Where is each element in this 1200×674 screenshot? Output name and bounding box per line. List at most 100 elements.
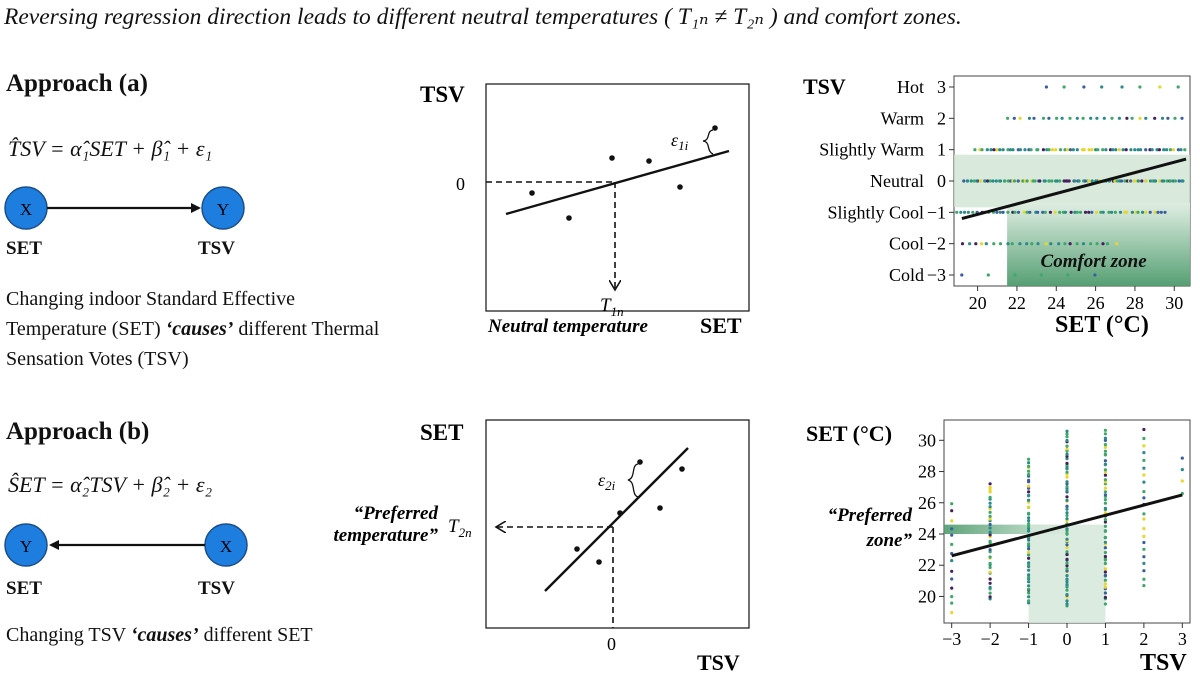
chart2-point bbox=[950, 502, 954, 506]
chart2-point bbox=[1103, 486, 1107, 490]
chart1-point bbox=[1066, 273, 1070, 277]
chart2-point bbox=[1142, 466, 1146, 470]
chart2-point bbox=[1027, 587, 1031, 591]
chart2-point bbox=[1103, 468, 1107, 472]
chart1-point bbox=[1075, 116, 1079, 120]
chart2-point bbox=[1103, 546, 1107, 550]
chart2-point bbox=[950, 519, 954, 523]
chart2-point bbox=[950, 569, 954, 573]
chart2-point bbox=[1065, 577, 1069, 581]
chart1-point bbox=[1115, 242, 1119, 246]
chart1-point bbox=[960, 242, 965, 246]
chart1-regression-line bbox=[961, 157, 1187, 221]
chart2-point bbox=[1142, 534, 1146, 539]
chart2-point bbox=[950, 611, 954, 615]
chart1-point bbox=[985, 148, 989, 152]
chart1-point bbox=[1044, 242, 1048, 246]
chart2-point bbox=[1065, 504, 1069, 508]
chart2-point bbox=[1027, 584, 1031, 588]
chart1-point bbox=[1158, 179, 1162, 183]
chart1-point bbox=[1047, 148, 1051, 152]
chart1-point bbox=[1063, 210, 1067, 214]
chart1-point bbox=[1118, 210, 1123, 214]
chart1-point bbox=[1096, 148, 1100, 152]
chart1-point bbox=[1025, 210, 1029, 214]
chart2-point bbox=[1065, 564, 1069, 568]
chart1-point bbox=[1036, 242, 1040, 246]
chart2-point bbox=[1027, 547, 1031, 551]
chart1-point bbox=[1110, 116, 1114, 120]
chart2-point bbox=[1065, 435, 1069, 439]
chart1-point bbox=[1001, 210, 1005, 214]
schematic-a-point bbox=[609, 155, 615, 161]
chart1-ylabel: TSV bbox=[803, 74, 846, 99]
chart1-y-ticks: 3 Hot 2 Warm 1 Slightly Warm 0 Neutral−1Slightl… bbox=[819, 77, 954, 285]
chart1-point bbox=[1036, 210, 1040, 214]
chart1-point bbox=[1087, 179, 1091, 183]
chart1-x-tick-label: 20 bbox=[969, 293, 987, 313]
chart2-point bbox=[1065, 507, 1069, 511]
chart1-point bbox=[1117, 116, 1121, 120]
schematic-a-error-label: ε1i bbox=[671, 130, 689, 153]
chart2-point bbox=[1103, 498, 1107, 502]
chart1-point bbox=[1105, 242, 1110, 246]
chart1-point bbox=[1168, 179, 1172, 183]
chart1-point bbox=[1039, 273, 1043, 277]
chart1-point bbox=[962, 210, 967, 214]
chart1-y-tick-label: Cool bbox=[889, 234, 924, 254]
chart2-x-tick-label: −1 bbox=[1019, 629, 1038, 649]
chart2-xlabel: TSV bbox=[1140, 650, 1187, 674]
chart1-point bbox=[1090, 148, 1094, 152]
chart1-point bbox=[1013, 210, 1017, 214]
schematic-a-regression-line bbox=[505, 149, 730, 216]
schematic-b-point bbox=[657, 505, 663, 511]
chart1-point bbox=[1050, 179, 1054, 183]
chart1-point bbox=[1027, 116, 1031, 120]
chart1-point bbox=[976, 179, 980, 183]
chart1-point bbox=[1012, 179, 1017, 183]
schematic-a-xlabel: SET bbox=[700, 313, 742, 338]
chart2-point bbox=[1103, 582, 1107, 586]
chart1-point bbox=[1132, 179, 1137, 183]
chart1-point bbox=[1049, 242, 1053, 246]
chart2-point bbox=[1065, 495, 1069, 499]
chart2-point bbox=[1142, 555, 1146, 559]
chart2-point bbox=[1027, 573, 1031, 577]
chart2-y-tick-label: 22 bbox=[918, 555, 936, 575]
chart2-x-ticks: −3 −2 −1 0 1 2 3 bbox=[942, 623, 1187, 649]
schematic-a-neutral-caption: Neutral temperature bbox=[487, 316, 648, 337]
chart1-point bbox=[1141, 210, 1145, 214]
chart2-point bbox=[1065, 545, 1069, 550]
chart1-y-tick-value: 3 bbox=[937, 77, 946, 97]
chart1-point bbox=[1082, 85, 1086, 89]
chart1-point bbox=[1129, 179, 1133, 183]
chart1-point bbox=[980, 242, 984, 246]
schematic-a-point bbox=[566, 215, 572, 221]
chart1-point bbox=[1089, 116, 1093, 120]
chart1-point bbox=[1150, 148, 1154, 152]
chart2-point bbox=[1142, 444, 1146, 448]
chart1-point bbox=[1057, 242, 1061, 246]
chart1-point bbox=[1043, 210, 1047, 214]
chart1-point bbox=[1093, 273, 1097, 277]
chart1-point bbox=[1028, 210, 1032, 214]
chart1-point bbox=[1144, 116, 1148, 120]
chart1-point bbox=[974, 242, 978, 246]
chart2-point bbox=[1142, 527, 1146, 531]
chart2-point bbox=[1103, 550, 1107, 555]
chart2-x-tick-label: 2 bbox=[1139, 629, 1148, 649]
chart1-point bbox=[1110, 210, 1114, 214]
chart1-point bbox=[1095, 116, 1099, 120]
chart2-point bbox=[988, 591, 992, 595]
chart1-point bbox=[1022, 210, 1026, 214]
chart2-point bbox=[1065, 557, 1069, 562]
chart1-point bbox=[1089, 242, 1093, 246]
chart1-point bbox=[1153, 116, 1157, 120]
chart1-point bbox=[983, 179, 987, 183]
chart2-point bbox=[1142, 490, 1146, 494]
chart2-point bbox=[950, 586, 954, 590]
chart1-point bbox=[1055, 179, 1059, 183]
chart1-y-tick-label: Slightly Warm bbox=[819, 140, 924, 160]
chart1-point bbox=[1136, 148, 1140, 152]
chart1-point bbox=[1165, 148, 1169, 152]
